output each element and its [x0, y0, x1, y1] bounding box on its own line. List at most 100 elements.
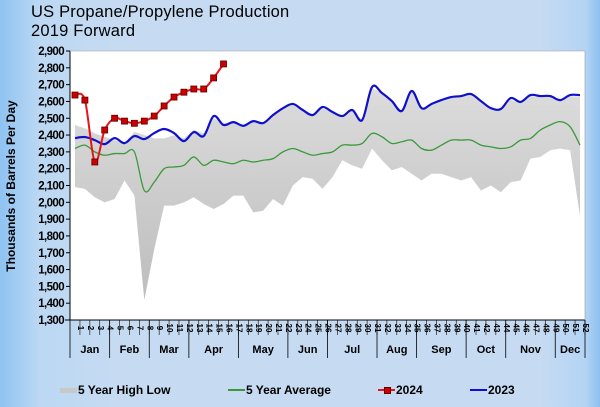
x-week-label: 18 — [244, 324, 253, 333]
y-tick-label: 2,900 — [38, 46, 64, 58]
x-week-label: 8 — [145, 326, 154, 331]
x-week-label: 41 — [472, 324, 481, 333]
x-week-label: 35 — [413, 324, 422, 333]
marker-2024 — [150, 112, 158, 120]
y-tick-label: 2,800 — [38, 63, 64, 75]
y-axis-label: Thousands of Barrels Per Day — [4, 100, 18, 272]
x-month-label: Dec — [560, 344, 580, 356]
marker-2024 — [101, 126, 109, 134]
x-week-label: 22 — [284, 324, 293, 333]
x-week-label: 52 — [581, 324, 590, 333]
x-week-label: 28 — [343, 324, 352, 333]
legend-label-band: 5 Year High Low — [78, 383, 171, 397]
legend-label-2024: 2024 — [396, 383, 423, 397]
legend-item-2024: 2024 — [378, 383, 423, 397]
x-month-label: Jul — [344, 344, 360, 356]
marker-2024 — [200, 85, 208, 93]
marker-2024 — [71, 91, 79, 99]
legend-item-5yr-high-low: 5 Year High Low — [60, 383, 170, 397]
marker-2024 — [170, 93, 178, 101]
band-5yr-high-low — [75, 87, 580, 300]
y-tick-label: 2,300 — [38, 147, 64, 159]
y-tick-label: 2,700 — [38, 80, 64, 92]
x-week-label: 15 — [215, 324, 224, 333]
marker-2024 — [91, 158, 99, 166]
marker-2024 — [190, 85, 198, 93]
y-tick-label: 1,900 — [38, 214, 64, 226]
legend-swatch-2023 — [470, 389, 487, 391]
x-week-label: 40 — [462, 324, 471, 333]
y-tick-label: 2,000 — [38, 197, 64, 209]
x-week-label: 12 — [185, 324, 194, 333]
chart-subtitle: 2019 Forward — [31, 22, 136, 40]
x-week-label: 4 — [106, 326, 115, 331]
marker-2024 — [220, 60, 227, 68]
x-week-label: 19 — [254, 324, 263, 333]
y-tick-label: 1,700 — [38, 248, 64, 260]
y-tick-label: 1,300 — [38, 315, 64, 327]
x-week-label: 17 — [234, 324, 243, 333]
x-week-label: 25 — [314, 324, 323, 333]
x-month-label: Aug — [386, 344, 407, 356]
marker-2024 — [210, 74, 218, 82]
x-month-label: Apr — [204, 344, 224, 356]
x-week-label: 51 — [571, 324, 580, 333]
x-week-label: 5 — [116, 326, 125, 331]
marker-2024 — [121, 117, 128, 125]
x-week-label: 29 — [353, 324, 362, 333]
legend-label-2023: 2023 — [488, 383, 515, 397]
x-month-label: Mar — [159, 344, 179, 356]
x-week-label: 37 — [432, 324, 441, 333]
line-2023 — [74, 84, 581, 146]
y-tick-label: 2,600 — [38, 96, 64, 108]
x-week-label: 42 — [482, 324, 491, 333]
x-week-label: 9 — [155, 326, 164, 331]
x-week-label: 10 — [165, 324, 174, 333]
x-week-label: 39 — [452, 324, 461, 333]
x-month-label: Sep — [431, 344, 451, 356]
x-week-label: 16 — [225, 324, 234, 333]
legend-swatch-2024 — [378, 387, 395, 394]
x-week-label: 30 — [363, 324, 372, 333]
x-week-label: 24 — [304, 324, 313, 333]
x-month-label: May — [252, 344, 274, 356]
marker-2024 — [160, 102, 168, 110]
y-tick-label: 1,600 — [38, 265, 64, 277]
y-tick-label: 2,400 — [38, 130, 64, 142]
legend-label-average: 5 Year Average — [246, 383, 331, 397]
y-tick-label: 2,100 — [38, 181, 64, 193]
x-month-label: Jan — [80, 344, 99, 356]
x-month-label: Feb — [120, 344, 140, 356]
x-week-label: 11 — [175, 324, 184, 333]
legend-swatch-band — [60, 387, 77, 393]
chart-title: US Propane/Propylene Production — [31, 3, 290, 21]
y-tick-label: 2,500 — [38, 113, 64, 125]
marker-2024 — [140, 117, 148, 125]
x-week-label: 3 — [96, 326, 105, 331]
x-week-label: 2 — [86, 326, 95, 331]
marker-2024 — [81, 96, 89, 104]
marker-2024 — [180, 88, 188, 96]
x-week-label: 27 — [333, 324, 342, 333]
marker-2024 — [131, 119, 138, 127]
legend-item-2023: 2023 — [470, 383, 515, 397]
x-week-label: 33 — [393, 324, 402, 333]
x-week-label: 47 — [531, 324, 540, 333]
x-week-label: 20 — [264, 324, 273, 333]
x-week-label: 6 — [126, 326, 135, 331]
x-week-label: 21 — [274, 324, 283, 333]
x-week-label: 23 — [294, 324, 303, 333]
y-tick-label: 1,500 — [38, 281, 64, 293]
x-week-label: 44 — [502, 324, 511, 333]
x-month-label: Jun — [298, 344, 318, 356]
x-week-label: 31 — [373, 324, 382, 333]
x-week-label: 49 — [551, 324, 560, 333]
line-2024 — [74, 63, 225, 164]
marker-2024 — [111, 114, 119, 122]
x-week-label: 43 — [492, 324, 501, 333]
x-month-label: Oct — [477, 344, 496, 356]
x-week-label: 1 — [76, 326, 85, 331]
y-tick-label: 1,800 — [38, 231, 64, 243]
